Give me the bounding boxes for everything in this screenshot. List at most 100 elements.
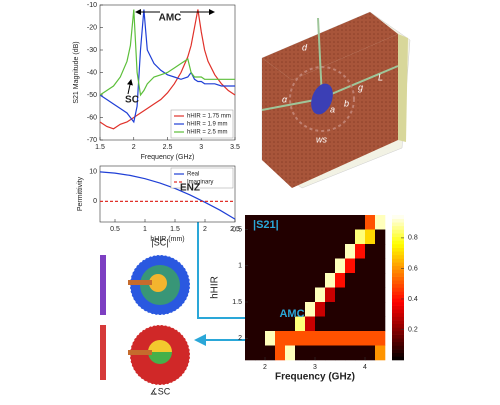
- colorbar-segment: [392, 254, 404, 259]
- colorbar-segment: [392, 309, 404, 314]
- heat-cell: [275, 331, 286, 346]
- dimension-label: ws: [316, 134, 327, 144]
- heat-cell: [265, 316, 276, 332]
- heat-cell: [365, 273, 376, 288]
- heat-cell: [295, 345, 306, 361]
- heat-cell: [255, 302, 266, 317]
- heat-cell: [295, 244, 306, 259]
- heat-cell: [265, 244, 276, 259]
- colorbar-segment: [392, 287, 404, 292]
- heat-cell: [295, 316, 306, 332]
- heat-cell: [315, 287, 326, 303]
- heat-cell: [365, 287, 376, 303]
- heat-cell: [265, 331, 276, 346]
- heat-cell: [375, 258, 386, 274]
- y-tick-label: -70: [87, 137, 97, 144]
- y-tick-label: 0: [93, 198, 97, 205]
- heat-cell: [305, 244, 316, 259]
- legend-label: Real: [187, 172, 199, 178]
- heat-cell: [345, 331, 356, 346]
- y-tick-label: 2: [238, 335, 242, 342]
- heat-cell: [255, 331, 266, 346]
- heat-cell: [295, 215, 306, 230]
- heat-cell: [275, 302, 286, 317]
- series-line: [99, 9, 235, 124]
- series-line: [99, 9, 236, 130]
- heat-cell: [375, 345, 386, 361]
- heat-cell: [315, 229, 326, 245]
- heat-cell: [265, 302, 276, 317]
- heat-cell: [285, 302, 296, 317]
- heat-cell: [355, 229, 366, 245]
- colorbar-segment: [392, 345, 404, 350]
- annotation: SC: [125, 95, 139, 106]
- colorbar-segment: [392, 338, 404, 343]
- colorbar-segment: [392, 320, 404, 325]
- heat-cell: [345, 302, 356, 317]
- heat-cell: [275, 229, 286, 245]
- heat-cell: [365, 345, 376, 361]
- heat-cell: [285, 316, 296, 332]
- x-tick-label: 2.5: [230, 226, 240, 233]
- phase-label: ∡SC: [150, 386, 171, 396]
- x-tick-label: 2.5: [163, 144, 173, 151]
- heat-cell: [295, 287, 306, 303]
- y-tick-label: 10: [89, 169, 97, 176]
- heat-cell: [245, 244, 256, 259]
- legend-box: [170, 167, 234, 189]
- y-tick-label: -20: [87, 24, 97, 31]
- heat-cell: [305, 287, 316, 303]
- heat-cell: [325, 273, 336, 288]
- heat-cell: [245, 215, 256, 230]
- heat-cell: [375, 302, 386, 317]
- dimension-label: d: [302, 42, 308, 52]
- x-axis-label: Frequency (GHz): [275, 372, 355, 383]
- heat-cell: [315, 331, 326, 346]
- heat-cell: [245, 287, 256, 303]
- legend-label: hHIR = 1.9 mm: [187, 122, 228, 128]
- y-tick-label: 1: [238, 263, 242, 270]
- heat-cell: [355, 331, 366, 346]
- heat-cell: [295, 273, 306, 288]
- heat-cell: [335, 244, 346, 259]
- legend-label: hHIR = 1.75 mm: [187, 114, 231, 120]
- heat-cell: [285, 331, 296, 346]
- heat-cell: [265, 287, 276, 303]
- heat-cell: [305, 273, 316, 288]
- annotation: AMC: [279, 308, 304, 320]
- heat-cell: [315, 273, 326, 288]
- heat-cell: [255, 273, 266, 288]
- heat-cell: [355, 287, 366, 303]
- y-axis-label: hHIR: [210, 276, 221, 299]
- dimension-label: α: [282, 94, 288, 104]
- heat-cell: [305, 215, 316, 230]
- series-line: [99, 9, 235, 97]
- colorbar-segment: [392, 233, 404, 238]
- colorbar-segment: [392, 298, 404, 303]
- y-tick-label: -50: [87, 92, 97, 99]
- colorbar-segment: [392, 225, 404, 230]
- heat-cell: [295, 258, 306, 274]
- heat-cell: [315, 244, 326, 259]
- heat-cell: [345, 316, 356, 332]
- heat-cell: [335, 258, 346, 274]
- heat-cell: [325, 244, 336, 259]
- heat-cell: [275, 345, 286, 361]
- x-tick-label: 1: [143, 226, 147, 233]
- heat-cell: [355, 316, 366, 332]
- heat-cell: [315, 345, 326, 361]
- heat-cell: [375, 316, 386, 332]
- heat-cell: [285, 215, 296, 230]
- heat-cell: [375, 229, 386, 245]
- heat-cell: [345, 273, 356, 288]
- heat-cell: [325, 331, 336, 346]
- x-tick-label: 3: [313, 364, 317, 371]
- heat-cell: [365, 258, 376, 274]
- y-tick-label: -40: [87, 69, 97, 76]
- heat-cell: [305, 229, 316, 245]
- heat-cell: [265, 215, 276, 230]
- colorbar-segment: [392, 305, 404, 310]
- colorbar-segment: [392, 349, 404, 354]
- heat-cell: [325, 215, 336, 230]
